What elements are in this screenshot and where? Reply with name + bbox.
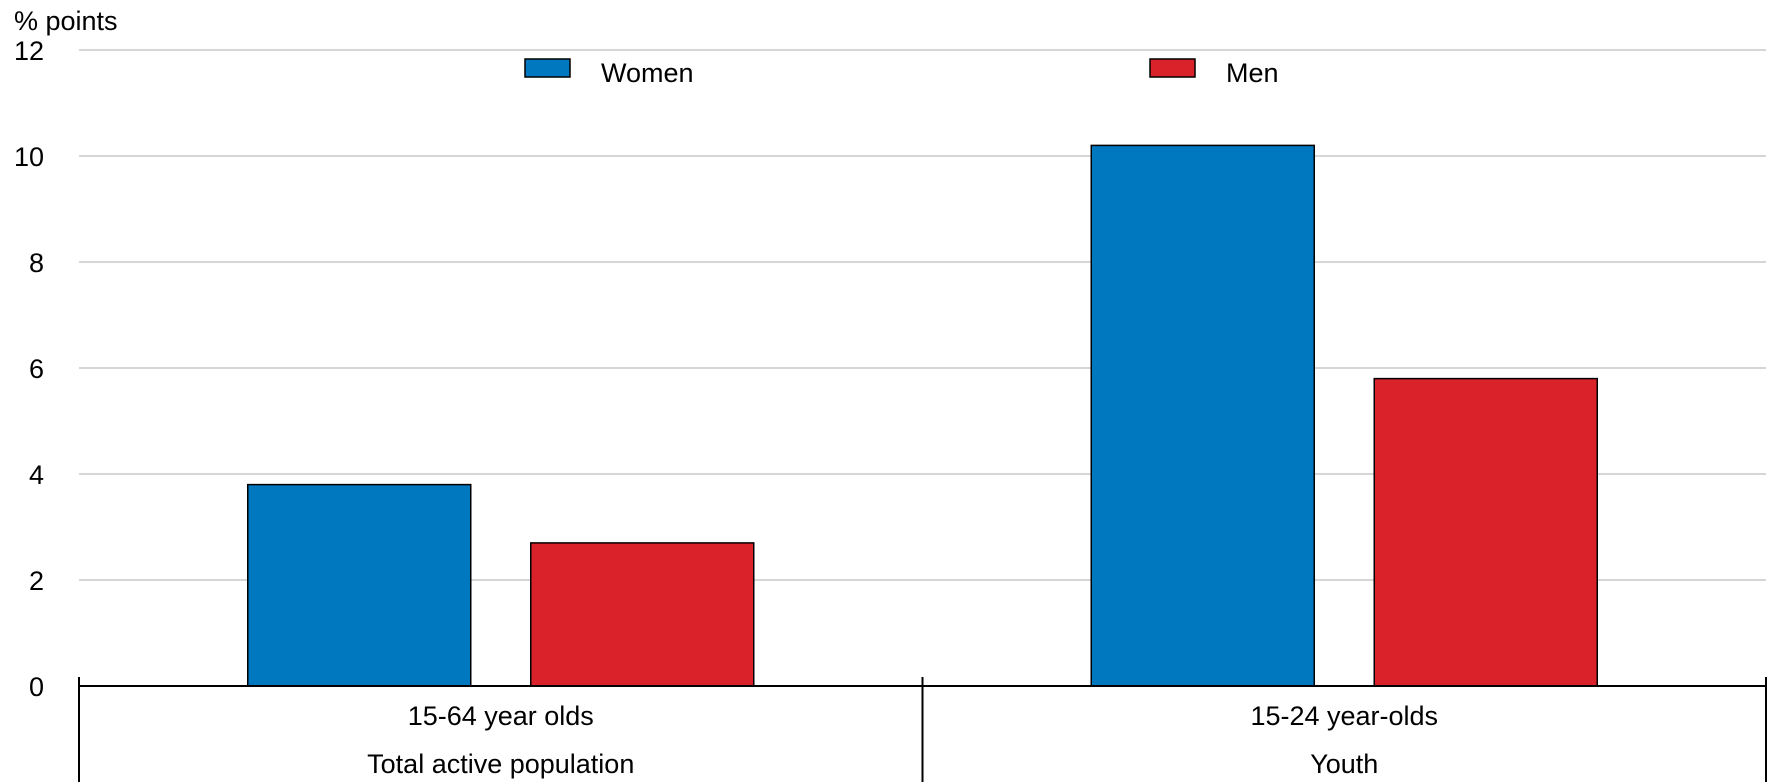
legend-swatch-women — [524, 58, 571, 78]
x-category-label: 15-64 year olds — [408, 701, 594, 731]
y-tick-label: 10 — [14, 142, 44, 172]
bar-men-2 — [1373, 377, 1598, 687]
y-tick-label: 4 — [29, 460, 44, 490]
legend-label-men: Men — [1226, 58, 1279, 88]
legend-swatch-men — [1149, 58, 1196, 78]
bar-women-2 — [1090, 144, 1315, 687]
y-axis-tick-labels: 0 2 4 6 8 10 12 — [14, 36, 44, 702]
x-group-label: Total active population — [367, 749, 634, 779]
legend-label-women: Women — [601, 58, 694, 88]
legend: Women Men — [524, 58, 1279, 88]
y-tick-label: 0 — [29, 672, 44, 702]
bars — [247, 144, 1598, 687]
y-tick-label: 12 — [14, 36, 44, 66]
x-category-label: 15-24 year-olds — [1250, 701, 1438, 731]
bar-men-1 — [530, 542, 755, 687]
y-axis-unit-label: % points — [14, 6, 118, 36]
x-group-label: Youth — [1310, 749, 1378, 779]
bar-women-1 — [247, 483, 472, 687]
x-axis: 15-64 year olds Total active population 15… — [78, 677, 1767, 782]
y-tick-label: 2 — [29, 566, 44, 596]
y-tick-label: 8 — [29, 248, 44, 278]
y-tick-label: 6 — [29, 354, 44, 384]
